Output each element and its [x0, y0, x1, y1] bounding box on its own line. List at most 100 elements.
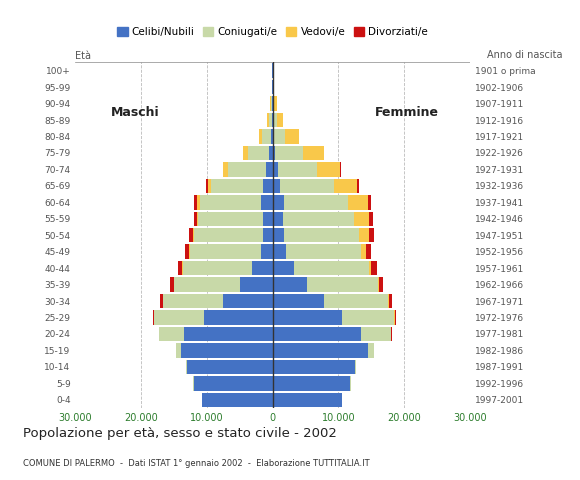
Bar — [273, 360, 355, 374]
Bar — [273, 310, 342, 325]
Bar — [273, 228, 284, 242]
Bar — [273, 343, 368, 358]
Bar — [262, 129, 271, 144]
Bar — [368, 343, 374, 358]
Bar — [174, 277, 240, 292]
Bar — [189, 244, 190, 259]
Bar — [273, 277, 307, 292]
Bar — [170, 277, 174, 292]
Bar — [244, 145, 248, 160]
Bar — [284, 228, 360, 242]
Bar — [340, 162, 341, 177]
Bar — [371, 261, 377, 276]
Bar — [197, 195, 200, 210]
Bar — [263, 212, 273, 226]
Bar — [368, 195, 371, 210]
Bar — [248, 145, 269, 160]
Bar — [194, 228, 263, 242]
Bar — [361, 244, 367, 259]
Bar — [273, 80, 274, 95]
Bar — [206, 179, 208, 193]
Bar — [202, 393, 273, 407]
Bar — [273, 212, 283, 226]
Bar — [270, 96, 271, 111]
Bar — [185, 244, 189, 259]
Bar — [360, 228, 368, 242]
Bar — [212, 179, 263, 193]
Bar — [273, 96, 274, 111]
Bar — [178, 261, 182, 276]
Bar — [259, 129, 262, 144]
Text: Età: Età — [75, 51, 92, 61]
Bar — [163, 294, 223, 308]
Bar — [274, 96, 277, 111]
Bar — [194, 212, 197, 226]
Legend: Celibi/Nubili, Coniugati/e, Vedovi/e, Divorziati/e: Celibi/Nubili, Coniugati/e, Vedovi/e, Di… — [113, 23, 432, 41]
Bar — [228, 162, 266, 177]
Bar — [357, 179, 359, 193]
Bar — [266, 162, 273, 177]
Bar — [368, 261, 371, 276]
Bar — [208, 179, 212, 193]
Bar — [271, 96, 272, 111]
Bar — [283, 212, 354, 226]
Bar — [394, 310, 396, 325]
Bar — [317, 162, 340, 177]
Bar — [273, 261, 294, 276]
Bar — [263, 228, 273, 242]
Bar — [379, 277, 383, 292]
Text: Femmine: Femmine — [375, 107, 439, 120]
Bar — [200, 195, 261, 210]
Bar — [154, 310, 204, 325]
Bar — [267, 113, 269, 127]
Text: Maschi: Maschi — [111, 107, 160, 120]
Bar — [273, 244, 286, 259]
Bar — [281, 179, 335, 193]
Bar — [198, 212, 263, 226]
Text: Popolazione per età, sesso e stato civile - 2002: Popolazione per età, sesso e stato civil… — [23, 427, 337, 440]
Text: Anno di nascita: Anno di nascita — [487, 50, 563, 60]
Bar — [273, 162, 278, 177]
Bar — [354, 212, 368, 226]
Bar — [176, 343, 180, 358]
Bar — [261, 195, 273, 210]
Bar — [273, 327, 361, 341]
Bar — [161, 294, 163, 308]
Text: COMUNE DI PALERMO  -  Dati ISTAT 1° gennaio 2002  -  Elaborazione TUTTITALIA.IT: COMUNE DI PALERMO - Dati ISTAT 1° gennai… — [23, 458, 370, 468]
Bar — [361, 327, 391, 341]
Bar — [269, 113, 272, 127]
Bar — [263, 179, 273, 193]
Bar — [223, 294, 273, 308]
Bar — [368, 228, 374, 242]
Bar — [274, 129, 285, 144]
Bar — [187, 360, 273, 374]
Bar — [276, 145, 303, 160]
Bar — [261, 244, 273, 259]
Bar — [303, 145, 324, 160]
Bar — [367, 244, 371, 259]
Bar — [194, 195, 197, 210]
Bar — [189, 228, 193, 242]
Bar — [159, 327, 184, 341]
Bar — [252, 261, 273, 276]
Bar — [153, 310, 154, 325]
Bar — [278, 162, 317, 177]
Bar — [193, 228, 194, 242]
Bar — [184, 327, 273, 341]
Bar — [294, 261, 368, 276]
Bar — [355, 360, 356, 374]
Bar — [273, 145, 275, 160]
Bar — [194, 376, 273, 391]
Bar — [271, 129, 273, 144]
Bar — [378, 277, 379, 292]
Bar — [190, 244, 261, 259]
Bar — [204, 310, 273, 325]
Bar — [284, 195, 348, 210]
Bar — [273, 113, 277, 127]
Bar — [269, 145, 273, 160]
Bar — [273, 179, 281, 193]
Bar — [307, 277, 378, 292]
Bar — [277, 113, 283, 127]
Bar — [368, 212, 373, 226]
Bar — [273, 129, 274, 144]
